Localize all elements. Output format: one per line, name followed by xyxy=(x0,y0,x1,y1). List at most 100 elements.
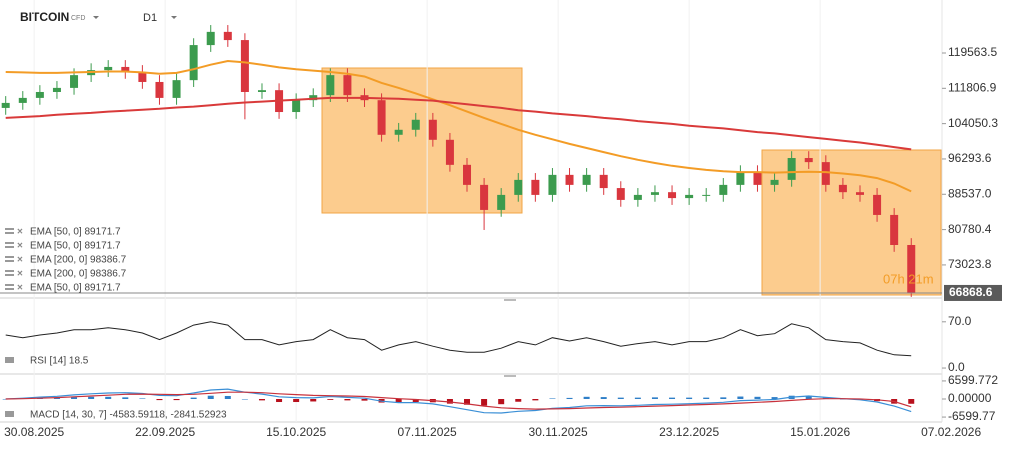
histogram-bar xyxy=(207,395,214,399)
histogram-bar xyxy=(651,397,658,399)
legend-remove[interactable]: × xyxy=(17,241,23,252)
candle-body xyxy=(343,75,352,96)
legend-icon xyxy=(5,274,14,276)
drag-handle[interactable] xyxy=(504,375,516,377)
candle-body xyxy=(292,100,301,113)
candle-body xyxy=(257,90,266,92)
candle-body xyxy=(240,40,249,92)
legend-icon xyxy=(5,232,14,234)
symbol[interactable]: BITCOIN xyxy=(20,10,69,24)
legend-remove[interactable]: × xyxy=(17,283,23,294)
x-tick-label: 23.12.2025 xyxy=(659,425,719,439)
histogram-bar xyxy=(737,396,744,399)
candle-body xyxy=(685,194,694,199)
candle-body xyxy=(121,66,130,72)
histogram-bar xyxy=(156,399,163,401)
legend-remove[interactable]: × xyxy=(17,227,23,238)
last-price-label: 66868.6 xyxy=(949,285,993,299)
y-tick-label: 70.0 xyxy=(948,314,972,328)
histogram-bar xyxy=(122,397,129,399)
histogram-bar xyxy=(669,397,676,399)
dropdown-arrow[interactable] xyxy=(171,16,177,19)
histogram-bar xyxy=(464,399,471,405)
candle-body xyxy=(821,162,830,185)
candle-body xyxy=(633,194,642,200)
candle-body xyxy=(770,179,779,185)
ema-line xyxy=(5,96,912,151)
candle-body xyxy=(206,31,215,46)
candle-body xyxy=(838,184,847,193)
legend-remove[interactable]: × xyxy=(17,255,23,266)
legend-icon xyxy=(5,228,14,230)
highlight-box[interactable] xyxy=(321,67,523,214)
y-tick-label: 88537.0 xyxy=(948,186,992,200)
candle-body xyxy=(599,174,608,189)
candle-body xyxy=(411,119,420,130)
y-tick-label: -6599.77 xyxy=(948,409,996,423)
y-tick-label: 80780.4 xyxy=(948,222,992,236)
candle-body xyxy=(736,172,745,185)
x-tick-label: 22.09.2025 xyxy=(135,425,195,439)
histogram-bar xyxy=(617,397,624,399)
y-tick-label: 6599.772 xyxy=(948,373,998,387)
candle-body xyxy=(582,174,591,185)
histogram-bar xyxy=(105,396,112,399)
candle-body xyxy=(377,100,386,135)
candle-body xyxy=(890,214,899,245)
candle-body xyxy=(326,75,335,96)
legend-entry: EMA [50, 0] 89171.7 xyxy=(30,283,121,294)
candle-body xyxy=(565,174,574,185)
candle-body xyxy=(445,139,454,165)
countdown: 07h 21m xyxy=(883,271,934,286)
candle-body xyxy=(616,188,625,200)
histogram-bar xyxy=(276,399,283,403)
y-tick-label: 111806.9 xyxy=(948,80,997,94)
candle-body xyxy=(719,184,728,195)
dropdown-arrow[interactable] xyxy=(93,16,99,19)
legend-icon xyxy=(5,284,14,286)
legend-icon xyxy=(5,260,14,262)
y-tick-label: 119563.5 xyxy=(948,45,997,59)
histogram-bar xyxy=(53,397,60,399)
histogram-bar xyxy=(224,395,231,399)
candle-body xyxy=(155,81,164,98)
legend-icon xyxy=(5,270,14,272)
macd-line xyxy=(5,388,912,414)
candle-body xyxy=(480,184,489,210)
legend-icon xyxy=(5,246,14,248)
candle-body xyxy=(531,179,540,195)
candle-body xyxy=(70,75,79,88)
macd-line xyxy=(5,391,912,410)
panel-icon xyxy=(5,411,14,417)
candle-body xyxy=(753,172,762,185)
candle-body xyxy=(463,164,472,185)
x-tick-label: 07.02.2026 xyxy=(921,425,981,439)
x-tick-label: 30.11.2025 xyxy=(529,425,588,439)
candle-body xyxy=(514,179,523,195)
y-tick-label: 104050.3 xyxy=(948,116,998,130)
histogram-bar xyxy=(566,397,573,399)
histogram-bar xyxy=(515,399,522,402)
timeframe[interactable]: D1 xyxy=(143,12,157,24)
histogram-bar xyxy=(481,399,488,406)
legend-entry: EMA [50, 0] 89171.7 xyxy=(30,241,121,252)
histogram-bar xyxy=(754,396,761,399)
histogram-bar xyxy=(2,399,9,400)
legend-remove[interactable]: × xyxy=(17,269,23,280)
last-price-box xyxy=(944,284,1002,301)
histogram-bar xyxy=(805,395,812,399)
histogram-bar xyxy=(771,397,778,399)
x-tick-label: 30.08.2025 xyxy=(4,425,64,439)
candle-body xyxy=(873,194,882,215)
histogram-bar xyxy=(71,397,78,399)
candle-body xyxy=(787,158,796,180)
legend-icon xyxy=(5,256,14,258)
ema-line xyxy=(5,59,912,193)
candle-body xyxy=(804,158,813,163)
panel-label: RSI [14] 18.5 xyxy=(30,356,89,367)
histogram-bar xyxy=(549,398,556,399)
histogram-bar xyxy=(344,399,351,401)
drag-handle[interactable] xyxy=(504,299,516,301)
histogram-bar xyxy=(88,396,95,399)
x-tick-label: 07.11.2025 xyxy=(398,425,457,439)
